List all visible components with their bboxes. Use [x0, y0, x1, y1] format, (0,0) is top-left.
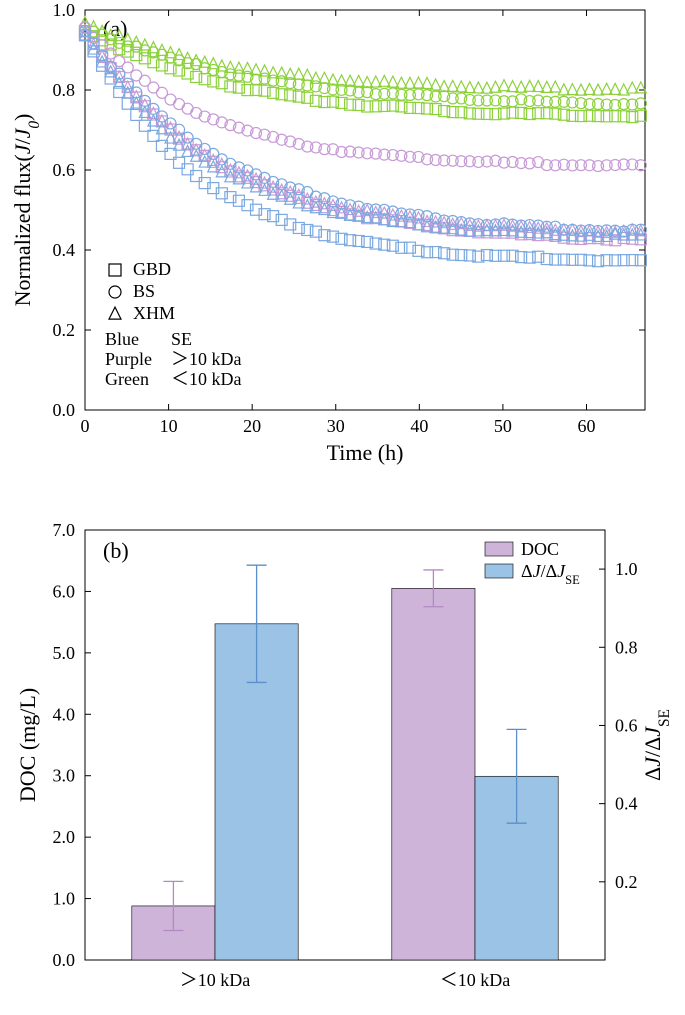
svg-text:XHM: XHM: [133, 303, 175, 323]
svg-text:1.0: 1.0: [615, 559, 638, 579]
svg-text:0.0: 0.0: [53, 950, 76, 970]
svg-text:SE: SE: [171, 329, 192, 349]
svg-text:7.0: 7.0: [53, 520, 76, 540]
svg-text:＞10 kDa: ＞10 kDa: [180, 970, 251, 990]
svg-text:6.0: 6.0: [53, 581, 76, 601]
panel-b-ylabel-left: DOC (mg/L): [15, 688, 40, 802]
svg-text:0.2: 0.2: [615, 872, 638, 892]
svg-text:ΔJ/ΔJSE: ΔJ/ΔJSE: [521, 561, 580, 587]
svg-text:10: 10: [160, 416, 178, 436]
panel-b-label: (b): [103, 538, 129, 563]
svg-text:3.0: 3.0: [53, 766, 76, 786]
svg-text:＞10 kDa: ＞10 kDa: [171, 349, 242, 369]
svg-text:0.4: 0.4: [615, 794, 638, 814]
svg-text:60: 60: [577, 416, 595, 436]
svg-text:20: 20: [243, 416, 261, 436]
svg-text:Green: Green: [105, 369, 149, 389]
svg-text:0.6: 0.6: [615, 715, 638, 735]
svg-text:50: 50: [494, 416, 512, 436]
panel-a-ylabel: Normalized flux(J/J0): [10, 114, 43, 307]
bar-doc: [392, 588, 475, 960]
svg-text:5.0: 5.0: [53, 643, 76, 663]
svg-text:0.6: 0.6: [53, 160, 76, 180]
svg-text:＜10 kDa: ＜10 kDa: [171, 369, 242, 389]
svg-text:DOC: DOC: [521, 539, 559, 559]
svg-text:30: 30: [327, 416, 345, 436]
svg-text:0.4: 0.4: [53, 240, 76, 260]
panel-a-xlabel: Time (h): [327, 440, 404, 465]
panel-b-ylabel-right: ΔJ/ΔJSE: [640, 709, 673, 781]
svg-text:Purple: Purple: [105, 349, 152, 369]
svg-text:0.0: 0.0: [53, 400, 76, 420]
svg-text:0.8: 0.8: [53, 80, 76, 100]
svg-text:2.0: 2.0: [53, 827, 76, 847]
svg-text:1.0: 1.0: [53, 0, 76, 20]
svg-text:Blue: Blue: [105, 329, 139, 349]
panel-a: 0 10 20 30 40 50 60 0.0 0.2 0.4 0.6 0.8 1.0 Time (h) N…: [10, 0, 646, 465]
panel-b: 0.0 1.0 2.0 3.0 4.0 5.0 6.0 7.0 0.2 0.4 0.6 0.8 1.0 ＞…: [15, 520, 673, 990]
svg-text:4.0: 4.0: [53, 704, 76, 724]
svg-text:BS: BS: [133, 281, 155, 301]
svg-text:0.8: 0.8: [615, 637, 638, 657]
svg-text:40: 40: [410, 416, 428, 436]
svg-text:GBD: GBD: [133, 259, 171, 279]
svg-text:1.0: 1.0: [53, 889, 76, 909]
svg-text:0.2: 0.2: [53, 320, 76, 340]
svg-text:＜10 kDa: ＜10 kDa: [440, 970, 511, 990]
svg-text:0: 0: [81, 416, 90, 436]
